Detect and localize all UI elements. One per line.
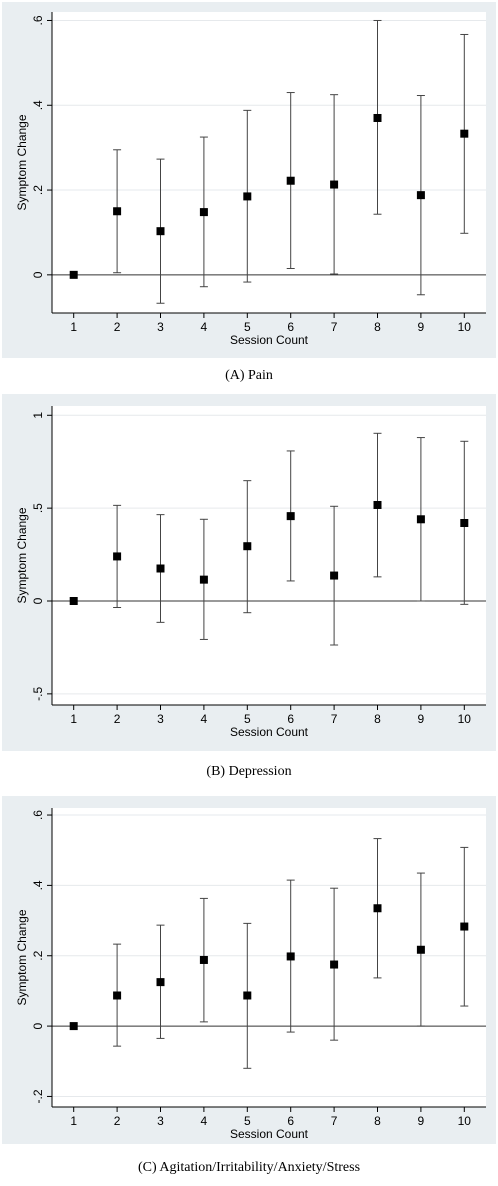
data-point [243, 991, 252, 1000]
data-point [243, 542, 252, 551]
x-tick-label: 3 [157, 1114, 164, 1128]
x-tick-label: 8 [374, 320, 381, 334]
data-point [330, 571, 339, 580]
y-tick-label: .4 [31, 100, 45, 110]
y-tick-label: .6 [31, 15, 45, 25]
x-tick-label: 9 [418, 712, 425, 726]
y-tick-label: 0 [31, 597, 45, 604]
x-tick-label: 2 [114, 1114, 121, 1128]
x-tick-label: 10 [458, 712, 472, 726]
x-tick-label: 5 [244, 1114, 251, 1128]
y-tick-label: 0 [31, 271, 45, 278]
data-point [373, 500, 382, 509]
plot-area [52, 12, 486, 313]
data-point [330, 180, 339, 189]
x-tick-label: 4 [201, 1114, 208, 1128]
pain-chart: 0 .2 .4 .6 1 2 3 4 5 6 7 8 9 10 Session Count Symptom C… [15, 12, 486, 347]
depression-caption: (B) Depression [206, 764, 292, 779]
x-tick-label: 6 [287, 1114, 294, 1128]
plot-area [52, 406, 486, 705]
x-axis-title: Session Count [230, 725, 309, 739]
data-point [460, 129, 469, 138]
x-tick-label: 1 [70, 320, 77, 334]
x-tick-label: 3 [157, 712, 164, 726]
data-point [199, 575, 208, 584]
data-point [199, 955, 208, 964]
x-tick-label: 4 [201, 320, 208, 334]
data-point [156, 564, 165, 573]
x-tick-label: 4 [201, 712, 208, 726]
data-point [416, 945, 425, 954]
x-axis-title: Session Count [230, 333, 309, 347]
data-point [460, 922, 469, 931]
x-tick-label: 10 [458, 320, 472, 334]
x-tick-label: 6 [287, 712, 294, 726]
x-tick-label: 8 [374, 712, 381, 726]
y-tick-label: 1 [31, 412, 45, 419]
y-tick-label: .4 [31, 880, 45, 890]
data-point [416, 515, 425, 524]
y-tick-label: .6 [31, 810, 45, 820]
data-point [330, 960, 339, 969]
y-tick-label: .5 [31, 503, 45, 513]
data-point [373, 904, 382, 913]
data-point [243, 192, 252, 201]
y-axis-title: Symptom Change [15, 507, 29, 603]
data-point [156, 978, 165, 987]
data-point [286, 512, 295, 521]
y-tick-label: -.5 [31, 687, 45, 701]
pain-caption: (A) Pain [225, 368, 273, 383]
y-tick-label: .2 [31, 950, 45, 960]
x-axis-title: Session Count [230, 1127, 309, 1141]
y-axis-title: Symptom Change [15, 114, 29, 210]
data-point [286, 176, 295, 185]
y-tick-label: .2 [31, 185, 45, 195]
agitation-caption: (C) Agitation/Irritability/Anxiety/Stres… [137, 1160, 361, 1175]
data-point [69, 597, 78, 605]
x-tick-label: 5 [244, 320, 251, 334]
data-point [69, 270, 78, 279]
x-tick-label: 9 [418, 320, 425, 334]
y-axis-title: Symptom Change [15, 909, 29, 1005]
data-point [373, 113, 382, 122]
x-tick-label: 7 [331, 1114, 338, 1128]
x-tick-label: 1 [70, 712, 77, 726]
x-tick-label: 10 [458, 1114, 472, 1128]
x-tick-label: 2 [114, 712, 121, 726]
data-point [113, 552, 122, 561]
data-point [416, 191, 425, 200]
x-tick-label: 7 [331, 712, 338, 726]
x-tick-label: 9 [418, 1114, 425, 1128]
data-point [113, 991, 122, 1000]
x-tick-label: 1 [70, 1114, 77, 1128]
data-point [69, 1022, 78, 1031]
x-tick-label: 3 [157, 320, 164, 334]
x-tick-label: 6 [287, 320, 294, 334]
data-point [113, 207, 122, 216]
x-tick-label: 5 [244, 712, 251, 726]
y-tick-label: 0 [31, 1022, 45, 1029]
x-tick-label: 7 [331, 320, 338, 334]
data-point [460, 519, 469, 527]
x-tick-label: 2 [114, 320, 121, 334]
data-point [156, 227, 165, 236]
y-tick-label: -.2 [31, 1089, 45, 1103]
x-tick-label: 8 [374, 1114, 381, 1128]
plot-area [52, 808, 486, 1107]
data-point [286, 952, 295, 961]
data-point [199, 208, 208, 217]
agitation-chart: -.2 0 .2 .4 .6 1 2 3 4 5 6 7 8 9 10 Session Count Sympto… [15, 808, 486, 1141]
depression-chart: -.5 0 .5 1 1 2 3 4 5 6 7 8 9 10 Session Count Symptom C… [15, 406, 486, 739]
